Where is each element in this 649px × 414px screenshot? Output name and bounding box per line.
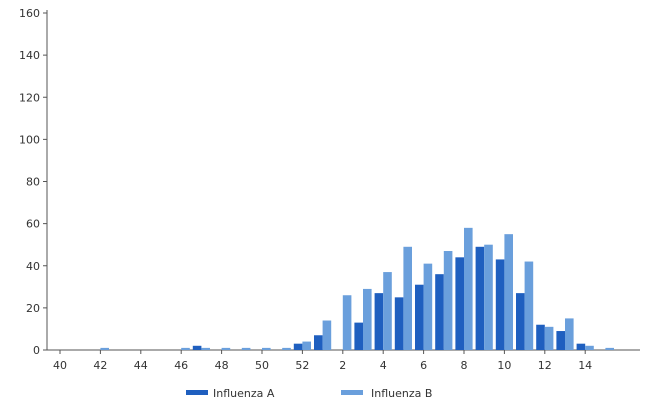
x-tick-label: 40 (53, 359, 67, 372)
bar-influenza-b (585, 345, 594, 350)
bar-influenza-a (394, 297, 404, 350)
x-tick-label: 44 (134, 359, 148, 372)
x-tick-label: 48 (215, 359, 229, 372)
y-tick-label: 80 (26, 176, 40, 189)
bar-influenza-a (314, 335, 323, 350)
bar-influenza-a (354, 322, 363, 350)
bar-influenza-b (181, 347, 190, 350)
x-tick-label: 2 (339, 359, 346, 372)
bar-influenza-b (342, 295, 352, 350)
bar-influenza-a (435, 274, 444, 350)
bar-influenza-b (524, 261, 534, 350)
bar-influenza-b (282, 347, 291, 350)
bar-influenza-a (516, 293, 525, 350)
y-tick-label: 60 (26, 218, 40, 231)
legend-label: Influenza B (371, 387, 432, 400)
x-tick-label: 10 (497, 359, 511, 372)
bar-influenza-a (455, 257, 464, 350)
bar-influenza-b (100, 347, 109, 350)
x-tick-label: 8 (461, 359, 468, 372)
y-tick-label: 20 (26, 302, 40, 315)
bar-influenza-b (605, 347, 614, 350)
y-tick-label: 0 (33, 344, 40, 357)
legend-label: Influenza A (213, 387, 275, 400)
bar-influenza-b (241, 347, 251, 350)
bar-influenza-b (383, 272, 392, 350)
y-tick-label: 160 (19, 7, 40, 20)
bar-influenza-b (363, 288, 372, 350)
y-tick-label: 120 (19, 91, 40, 104)
bar-influenza-b (302, 341, 311, 350)
y-tick-label: 140 (19, 49, 40, 62)
x-tick-label: 42 (93, 359, 107, 372)
legend-swatch (341, 390, 363, 395)
y-tick-label: 100 (19, 133, 40, 146)
legend-swatch (186, 390, 208, 395)
bar-influenza-b (484, 244, 493, 350)
bar-influenza-b (504, 234, 513, 350)
bar-influenza-b (221, 347, 231, 350)
bar-influenza-a (536, 324, 545, 350)
bar-influenza-b (403, 246, 412, 350)
bar-influenza-a (576, 343, 586, 350)
x-tick-label: 14 (578, 359, 592, 372)
legend: Influenza A Influenza B (186, 387, 432, 400)
x-tick-label: 46 (174, 359, 188, 372)
x-tick-label: 12 (538, 359, 552, 372)
y-tick-label: 40 (26, 260, 40, 273)
bar-influenza-b (565, 318, 574, 350)
bar-influenza-b (443, 251, 453, 350)
bar-influenza-b (544, 326, 554, 350)
x-tick-label: 50 (255, 359, 269, 372)
x-tick-label: 4 (380, 359, 387, 372)
bar-influenza-b (464, 227, 473, 350)
bar-influenza-b (423, 263, 433, 350)
bar-influenza-b (201, 347, 210, 350)
bar-influenza-a (556, 331, 565, 350)
bar-influenza-a (495, 259, 505, 350)
bar-influenza-a (415, 284, 424, 350)
bars-group (100, 227, 614, 350)
bar-influenza-a (475, 246, 485, 350)
y-axis: 0 20 40 60 80 100 120 140 160 (19, 7, 48, 357)
x-axis: 40 42 44 46 48 50 52 2 4 6 8 10 12 14 (47, 349, 640, 372)
bar-influenza-b (322, 320, 332, 350)
bar-influenza-a (192, 345, 202, 350)
bar-influenza-a (374, 293, 384, 350)
x-tick-label: 6 (420, 359, 427, 372)
bar-influenza-a (293, 343, 303, 350)
x-tick-label: 52 (295, 359, 309, 372)
bar-influenza-b (262, 347, 271, 350)
